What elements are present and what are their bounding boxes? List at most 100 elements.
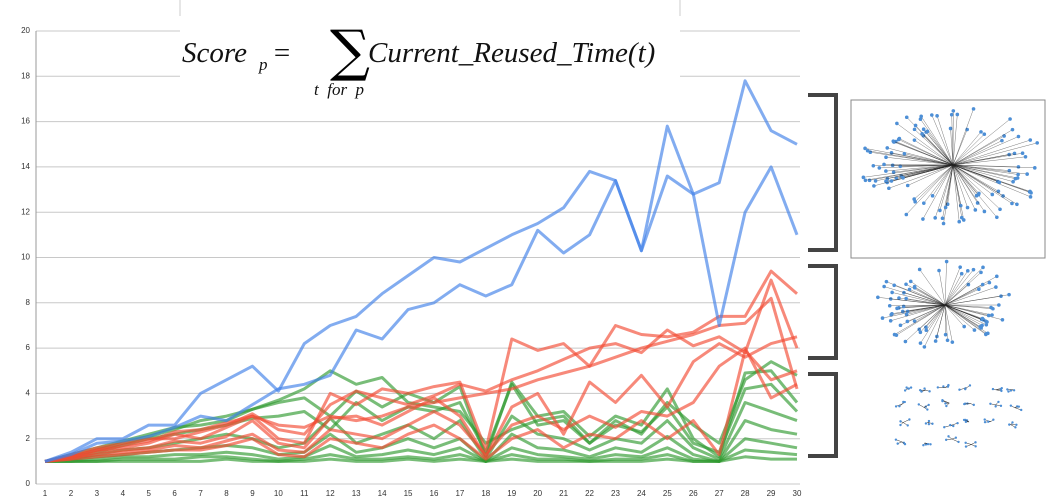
y-tick-label: 4: [26, 389, 31, 398]
network-node: [894, 405, 898, 408]
network-edge: [952, 164, 1035, 169]
network-node: [904, 115, 909, 120]
network-node: [873, 179, 878, 183]
network-edge: [873, 164, 954, 167]
network-node: [1006, 388, 1009, 391]
network-node: [980, 282, 985, 287]
network-edge: [885, 164, 954, 172]
network-node: [994, 285, 998, 289]
network-node: [1028, 189, 1032, 194]
network-node: [925, 129, 930, 134]
network-node: [944, 402, 947, 405]
network-edge: [952, 164, 980, 194]
network-edge: [944, 294, 1010, 306]
formula-sigma: ∑: [330, 19, 370, 84]
y-tick-label: 10: [21, 253, 30, 262]
network-edge: [952, 156, 1026, 166]
network-edge: [934, 164, 954, 218]
network-node: [884, 155, 888, 159]
network-edge: [944, 267, 961, 306]
network-node: [966, 282, 971, 287]
network-edge: [905, 304, 946, 342]
network-edge: [944, 286, 996, 306]
network-edge: [944, 272, 982, 306]
network-node: [964, 445, 968, 448]
network-node: [1016, 165, 1021, 169]
network-node: [903, 389, 907, 392]
network-edge: [944, 273, 962, 306]
network-node: [984, 322, 989, 327]
network-edge: [952, 129, 1013, 166]
network-node: [922, 201, 926, 205]
network-edge: [875, 164, 954, 182]
network-node: [1007, 292, 1011, 297]
network-node: [929, 443, 932, 446]
x-tick-label: 10: [274, 489, 283, 498]
network-node: [1023, 155, 1028, 159]
x-tick-label: 21: [559, 489, 568, 498]
y-tick-label: 0: [26, 479, 31, 488]
network-node: [888, 318, 893, 323]
network-edge: [944, 269, 974, 306]
network-node: [900, 309, 905, 314]
network-node: [1016, 172, 1020, 177]
x-tick-label: 8: [224, 489, 229, 498]
network-node: [890, 290, 894, 295]
network-node: [1000, 138, 1004, 143]
network-node: [928, 390, 931, 393]
network-node: [956, 421, 959, 425]
network-node: [941, 221, 946, 226]
network-edge: [919, 269, 946, 306]
network-edge: [952, 164, 1001, 210]
x-tick-label: 14: [378, 489, 387, 498]
network-node: [962, 418, 966, 422]
network-node: [968, 384, 972, 387]
network-edge: [951, 438, 959, 443]
network-node: [995, 215, 999, 220]
network-node: [964, 441, 967, 444]
network-node: [936, 386, 940, 389]
network-node: [908, 279, 913, 284]
network-node: [897, 296, 901, 300]
network-edge: [944, 284, 983, 306]
network-node: [899, 423, 902, 427]
network-node: [971, 267, 976, 272]
network-node: [920, 390, 923, 393]
network-node: [999, 388, 1003, 391]
network-node: [1028, 195, 1033, 199]
x-tick-label: 30: [793, 489, 802, 498]
x-tick-label: 17: [455, 489, 464, 498]
network-edge: [914, 129, 954, 166]
network-node: [891, 139, 896, 143]
network-node: [944, 259, 949, 264]
network-node: [885, 146, 890, 150]
network-node: [1011, 179, 1015, 184]
series-line: [45, 455, 797, 463]
network-edge: [952, 136, 1019, 166]
network-node: [1032, 166, 1037, 170]
network-edge: [944, 304, 948, 341]
network-node: [981, 265, 985, 270]
x-tick-label: 23: [611, 489, 620, 498]
network-node: [930, 194, 935, 198]
brackets: [808, 93, 838, 458]
x-tick-label: 28: [741, 489, 750, 498]
network-edge: [952, 114, 958, 166]
network-node: [1010, 201, 1014, 206]
x-tick-label: 26: [689, 489, 698, 498]
network-node: [890, 311, 894, 316]
network-node: [876, 295, 880, 300]
network-node: [887, 303, 892, 308]
network-edge: [906, 164, 954, 215]
network-node: [959, 271, 964, 276]
network-edge: [894, 285, 946, 306]
network-edge: [952, 139, 1031, 166]
network-node: [943, 332, 948, 337]
network-node: [987, 420, 990, 423]
x-tick-label: 18: [481, 489, 490, 498]
network-edge: [944, 304, 988, 323]
network-edge: [944, 267, 984, 306]
network-node: [895, 306, 899, 311]
network-node: [901, 176, 905, 180]
network-edge: [884, 286, 946, 306]
